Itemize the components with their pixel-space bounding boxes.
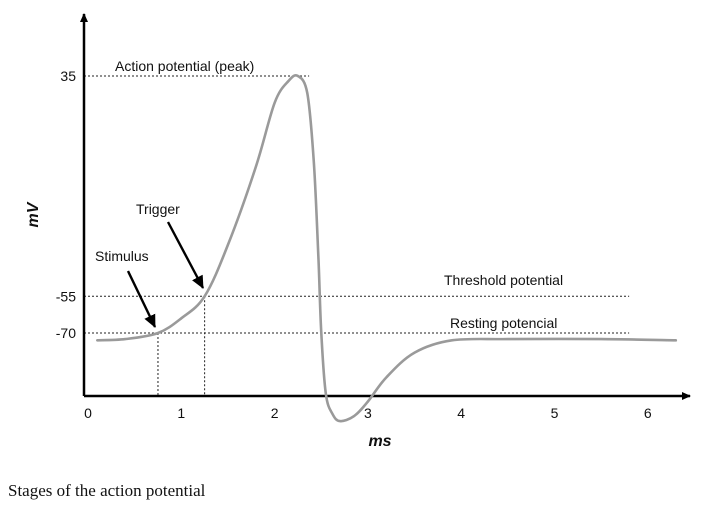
- x-tick-label: 1: [177, 405, 185, 421]
- resting-label: Resting potencial: [450, 315, 557, 331]
- figure-caption: Stages of the action potential: [8, 481, 206, 500]
- stimulus-label: Stimulus: [95, 248, 149, 264]
- peak-label: Action potential (peak): [115, 58, 254, 74]
- membrane-potential-curve: [96, 74, 678, 423]
- trigger-label: Trigger: [136, 201, 180, 217]
- x-axis-title: ms: [368, 433, 391, 450]
- y-tick-label: -70: [56, 325, 76, 341]
- reference-lines: [84, 75, 630, 334]
- y-tick-label: -55: [56, 288, 76, 304]
- marker-drop-lines: [157, 296, 206, 396]
- x-tick-labels: 0 1 2 3 4 5 6: [84, 405, 652, 421]
- y-tick-label: 35: [60, 68, 76, 84]
- x-tick-label: 5: [551, 405, 559, 421]
- trigger-arrow: [166, 221, 205, 289]
- y-tick-labels: 35 -55 -70: [56, 68, 76, 341]
- x-tick-label: 2: [271, 405, 279, 421]
- x-tick-label: 3: [364, 405, 372, 421]
- x-tick-label: 0: [84, 405, 92, 421]
- y-axis-title: mV: [25, 201, 42, 227]
- threshold-label: Threshold potential: [444, 272, 563, 288]
- x-tick-label: 4: [457, 405, 465, 421]
- x-tick-label: 6: [644, 405, 652, 421]
- stimulus-arrow: [126, 270, 157, 328]
